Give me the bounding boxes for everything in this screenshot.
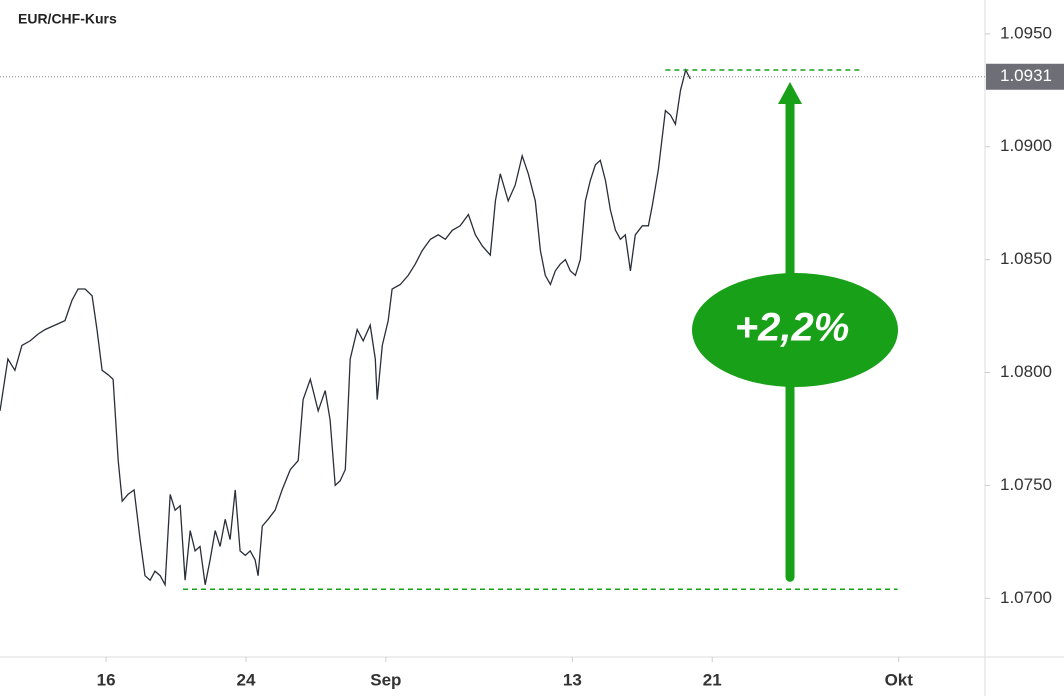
- x-tick-label: 13: [563, 670, 582, 689]
- last-price-box: [986, 63, 1064, 90]
- x-tick-label: Okt: [885, 670, 914, 689]
- chart-title: EUR/CHF-Kurs: [18, 11, 117, 27]
- y-tick-label: 1.0700: [1000, 588, 1052, 607]
- price-line: [0, 68, 691, 588]
- x-tick-label: 16: [97, 670, 116, 689]
- y-tick-label: 1.0800: [1000, 362, 1052, 381]
- x-tick-label: 21: [703, 670, 722, 689]
- x-tick-label: 24: [236, 670, 255, 689]
- x-tick-label: Sep: [370, 670, 401, 689]
- annotation-bubble: [692, 273, 898, 387]
- y-tick-label: 1.0950: [1000, 23, 1052, 42]
- y-tick-label: 1.0900: [1000, 136, 1052, 155]
- y-tick-label: 1.0850: [1000, 249, 1052, 268]
- y-tick-label: 1.0750: [1000, 475, 1052, 494]
- last-price-label: 1.0931: [1000, 66, 1052, 85]
- arrow-head: [778, 81, 802, 104]
- annotation-label: +2,2%: [735, 306, 850, 350]
